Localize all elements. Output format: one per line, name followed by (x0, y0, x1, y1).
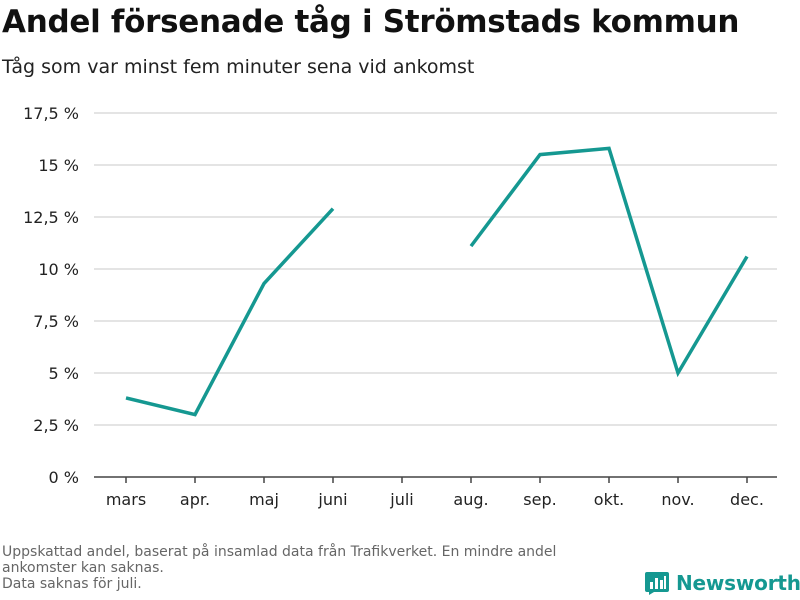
line-chart: 0 % 2,5 % 5 % 7,5 % 10 % 12,5 % 15 % 17,5 % mars… (23, 104, 777, 509)
y-tick-label: 5 % (49, 364, 79, 383)
x-tick-label: nov. (661, 490, 694, 509)
series-line (125, 207, 335, 417)
footnote: Uppskattad andel, baserat på insamlad da… (2, 544, 642, 592)
x-tick-label: apr. (180, 490, 210, 509)
y-tick-label: 2,5 % (33, 416, 79, 435)
x-tick-label: maj (249, 490, 279, 509)
brand: Newsworthy (644, 568, 800, 598)
y-tick-label: 0 % (49, 468, 79, 487)
footnote-line: ankomster kan saknas. (2, 560, 164, 576)
newsworthy-logo-icon (645, 572, 669, 595)
x-tick-label: aug. (453, 490, 488, 509)
x-tick-label: sep. (523, 490, 556, 509)
x-tick-label: mars (106, 490, 146, 509)
chart-subtitle: Tåg som var minst fem minuter sena vid a… (2, 56, 475, 78)
x-tick-label: juni (317, 490, 347, 509)
y-tick-label: 15 % (38, 156, 79, 175)
series-line (469, 146, 749, 378)
x-tick-label: okt. (594, 490, 624, 509)
footnote-line: Uppskattad andel, baserat på insamlad da… (2, 544, 557, 560)
footnote-line: Data saknas för juli. (2, 576, 142, 592)
brand-name: Newsworthy (676, 571, 800, 595)
y-tick-label: 12,5 % (23, 208, 79, 227)
chart-title: Andel försenade tåg i Strömstads kommun (2, 4, 740, 40)
y-tick-label: 17,5 % (23, 104, 79, 123)
x-tick-label: dec. (730, 490, 764, 509)
y-tick-label: 10 % (38, 260, 79, 279)
y-tick-label: 7,5 % (33, 312, 79, 331)
x-tick-label: juli (389, 490, 413, 509)
